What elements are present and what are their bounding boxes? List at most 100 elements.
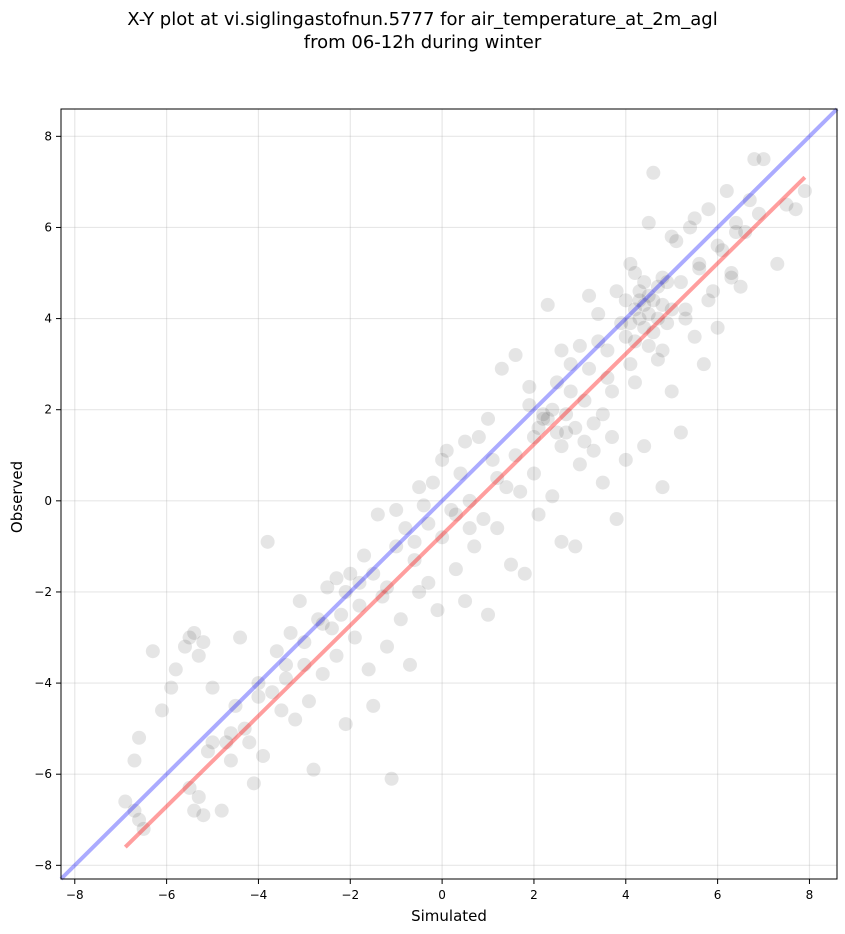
- data-point: [219, 735, 234, 750]
- data-point: [600, 370, 615, 385]
- data-point: [563, 384, 578, 399]
- data-point: [453, 466, 468, 481]
- data-point: [223, 753, 238, 768]
- data-point: [586, 416, 601, 431]
- data-point: [513, 484, 528, 499]
- data-point: [572, 338, 587, 353]
- data-point: [467, 539, 482, 554]
- data-point: [632, 284, 647, 299]
- data-point: [177, 639, 192, 654]
- data-point: [678, 302, 693, 317]
- data-point: [582, 361, 597, 376]
- data-point: [660, 316, 675, 331]
- data-point: [182, 630, 197, 645]
- data-point: [458, 434, 473, 449]
- data-point: [559, 407, 574, 422]
- data-point: [623, 256, 638, 271]
- y-tick-label: −2: [34, 585, 52, 599]
- data-point: [338, 717, 353, 732]
- data-point: [756, 152, 771, 167]
- data-point: [637, 275, 652, 290]
- data-point: [664, 384, 679, 399]
- axis-ticks: −8 −6 −4 −2 0 2 4 6 8 −8 −6 −4 −2 0 2 4 6 8: [34, 129, 813, 902]
- data-point: [701, 202, 716, 217]
- data-point: [389, 539, 404, 554]
- data-point: [715, 243, 730, 258]
- data-point: [508, 448, 523, 463]
- x-tick-label: −2: [341, 888, 359, 902]
- data-point: [251, 689, 266, 704]
- data-point: [127, 753, 142, 768]
- data-point: [315, 666, 330, 681]
- data-point: [669, 234, 684, 249]
- data-point: [747, 152, 762, 167]
- data-point: [444, 502, 459, 517]
- data-point: [448, 562, 463, 577]
- data-point: [481, 411, 496, 426]
- data-point: [297, 657, 312, 672]
- data-point: [251, 676, 266, 691]
- data-point: [237, 721, 252, 736]
- data-point: [627, 375, 642, 390]
- data-point: [710, 320, 725, 335]
- data-points: [118, 152, 812, 836]
- data-point: [724, 266, 739, 281]
- data-point: [182, 780, 197, 795]
- data-point: [164, 680, 179, 695]
- data-point: [696, 357, 711, 372]
- y-tick-label: −6: [34, 767, 52, 781]
- data-point: [563, 357, 578, 372]
- data-point: [664, 229, 679, 244]
- data-point: [650, 352, 665, 367]
- data-point: [618, 293, 633, 308]
- data-point: [678, 311, 693, 326]
- data-point: [242, 735, 257, 750]
- data-point: [200, 744, 215, 759]
- data-point: [412, 584, 427, 599]
- x-tick-label: −4: [250, 888, 268, 902]
- data-point: [655, 343, 670, 358]
- data-point: [646, 325, 661, 340]
- data-point: [641, 338, 656, 353]
- data-point: [577, 434, 592, 449]
- data-point: [623, 316, 638, 331]
- data-point: [352, 575, 367, 590]
- data-point: [407, 553, 422, 568]
- data-point: [421, 516, 436, 531]
- data-point: [526, 430, 541, 445]
- data-point: [288, 712, 303, 727]
- data-point: [627, 266, 642, 281]
- data-point: [278, 671, 293, 686]
- data-point: [655, 480, 670, 495]
- data-point: [462, 493, 477, 508]
- data-point: [554, 343, 569, 358]
- data-point: [214, 803, 229, 818]
- data-point: [655, 297, 670, 312]
- data-point: [526, 466, 541, 481]
- data-point: [733, 279, 748, 294]
- plot-area-frame: [60, 108, 838, 880]
- data-point: [742, 193, 757, 208]
- data-point: [338, 584, 353, 599]
- data-point: [554, 439, 569, 454]
- y-axis-label: Observed: [8, 461, 26, 533]
- data-point: [407, 534, 422, 549]
- data-point: [462, 521, 477, 536]
- data-point: [660, 275, 675, 290]
- data-point: [600, 343, 615, 358]
- data-point: [605, 430, 620, 445]
- data-point: [265, 685, 280, 700]
- data-point: [719, 184, 734, 199]
- data-point: [779, 197, 794, 212]
- data-point: [223, 726, 238, 741]
- data-point: [494, 361, 509, 376]
- data-point: [540, 297, 555, 312]
- data-point: [632, 293, 647, 308]
- data-point: [738, 225, 753, 240]
- data-point: [334, 607, 349, 622]
- data-point: [545, 402, 560, 417]
- data-point: [641, 288, 656, 303]
- data-point: [168, 662, 183, 677]
- chart-title: X-Y plot at vi.siglingastofnun.5777 for …: [0, 8, 845, 54]
- data-point: [187, 803, 202, 818]
